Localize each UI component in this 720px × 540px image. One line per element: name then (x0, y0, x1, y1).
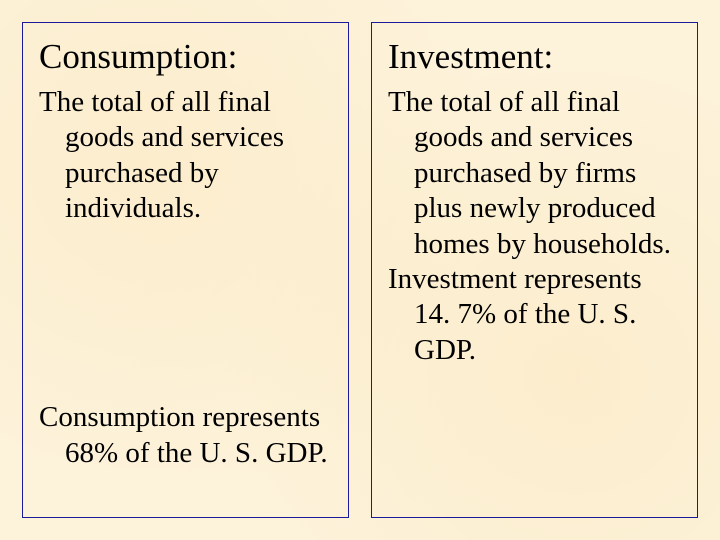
investment-panel: Investment: The total of all final goods… (371, 22, 698, 518)
consumption-definition: The total of all final goods and service… (39, 85, 332, 227)
consumption-stat: Consumption represents 68% of the U. S. … (39, 400, 332, 471)
consumption-panel: Consumption: The total of all final good… (22, 22, 349, 518)
investment-stat: Investment represents 14. 7% of the U. S… (388, 262, 681, 368)
spacer (39, 471, 332, 499)
spacer (39, 227, 332, 401)
investment-heading: Investment: (388, 37, 681, 77)
consumption-heading: Consumption: (39, 37, 332, 77)
investment-definition: The total of all final goods and service… (388, 85, 681, 262)
